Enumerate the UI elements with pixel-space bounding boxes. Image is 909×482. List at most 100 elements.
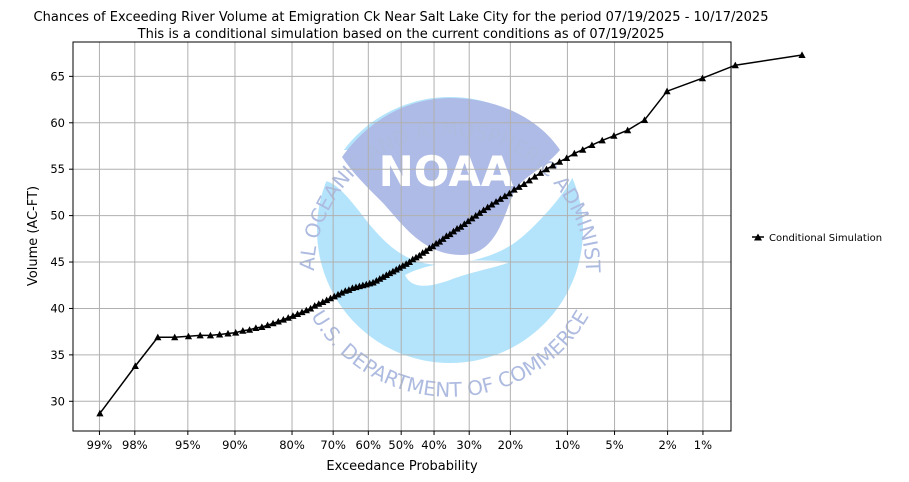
x-axis-ticks: 99% 98% 95% 90% 80% 70% 60% 50% 40% 30% 20% 10% 5% 2%…: [87, 431, 712, 452]
x-tick-label: 98%: [122, 438, 148, 452]
data-point-marker: [274, 317, 282, 325]
data-point-marker: [206, 331, 215, 339]
x-tick-label: 50%: [388, 438, 414, 452]
data-point-marker: [224, 329, 232, 337]
data-point-marker: [389, 267, 397, 275]
data-point-marker: [298, 308, 306, 316]
data-point-marker: [492, 198, 500, 205]
chart-subtitle: This is a conditional simulation based o…: [137, 27, 665, 42]
data-point-marker: [429, 242, 437, 250]
y-tick-label: 65: [50, 69, 65, 83]
data-point-marker: [392, 265, 400, 273]
data-point-marker: [96, 409, 104, 417]
data-point-marker: [453, 225, 461, 232]
data-point-marker: [432, 239, 440, 247]
data-point-marker: [422, 247, 430, 254]
x-tick-label: 2%: [658, 438, 676, 452]
x-tick-label: 70%: [320, 438, 346, 452]
data-point-marker: [289, 312, 297, 319]
x-tick-label: 40%: [421, 438, 447, 452]
data-point-marker: [698, 74, 707, 82]
data-point-marker: [515, 183, 523, 190]
data-point-marker: [731, 61, 739, 69]
data-point-marker: [472, 212, 480, 219]
data-point-marker: [399, 262, 407, 269]
x-tick-label: 95%: [175, 438, 201, 452]
data-point-marker: [520, 180, 528, 188]
data-point-marker: [311, 302, 319, 309]
plot-frame: [72, 41, 732, 432]
data-point-marker: [435, 238, 444, 245]
data-point-marker: [579, 146, 587, 153]
data-point-marker: [334, 290, 342, 298]
x-tick-label: 5%: [605, 438, 623, 452]
data-point-marker: [570, 149, 578, 157]
data-point-marker: [196, 331, 204, 339]
data-point-marker: [284, 314, 292, 321]
chart-title: Chances of Exceeding River Volume at Emi…: [34, 10, 769, 25]
data-point-marker: [484, 203, 492, 211]
data-point-marker: [379, 273, 387, 280]
data-point-marker: [510, 186, 518, 193]
y-tick-label: 40: [50, 301, 65, 315]
data-point-marker: [382, 271, 390, 279]
data-point-marker: [610, 132, 618, 139]
data-point-marker: [216, 330, 224, 338]
data-point-marker: [338, 289, 346, 296]
data-point-marker: [598, 136, 606, 144]
data-point-marker: [302, 306, 310, 314]
data-point-marker: [263, 321, 272, 329]
data-point-marker: [468, 214, 476, 222]
y-axis-ticks: 30 35 40 45 50 55 60 65: [50, 69, 73, 408]
x-axis-label: Exceedance Probability: [326, 459, 478, 474]
data-point-marker: [412, 253, 420, 261]
data-point-marker: [409, 255, 417, 263]
y-tick-label: 60: [50, 116, 65, 130]
data-point-marker: [232, 328, 240, 336]
data-point-marker: [479, 206, 488, 214]
y-tick-label: 35: [50, 348, 65, 362]
y-tick-label: 30: [50, 394, 65, 408]
y-tick-label: 45: [50, 255, 65, 269]
x-tick-label: 1%: [694, 438, 712, 452]
x-tick-label: 80%: [279, 438, 305, 452]
data-point-marker: [542, 165, 551, 173]
data-point-marker: [476, 209, 484, 216]
data-point-marker: [531, 173, 539, 180]
data-point-marker: [525, 176, 533, 184]
data-point-marker: [549, 161, 557, 169]
data-point-marker: [488, 200, 496, 208]
data-point-marker: [439, 235, 447, 242]
data-point-marker: [293, 310, 302, 318]
legend-label: Conditional Simulation: [769, 233, 882, 244]
data-point-marker: [184, 332, 193, 340]
data-point-marker: [496, 195, 504, 202]
data-point-marker: [252, 324, 260, 331]
data-point-marker: [419, 249, 427, 256]
x-tick-label: 90%: [222, 438, 248, 452]
data-point-marker: [449, 227, 458, 235]
data-point-marker: [505, 189, 514, 197]
data-point-marker: [624, 126, 632, 134]
data-point-marker: [154, 333, 162, 341]
data-point-marker: [369, 278, 377, 286]
noaa-logo-wave: [405, 260, 510, 286]
y-axis-label: Volume (AC-FT): [26, 186, 41, 286]
data-point-marker: [315, 300, 323, 307]
noaa-logo-watermark: NOAA NATIONAL OCEANIC AND ATMOSPHERIC AD…: [0, 0, 605, 402]
data-point-marker: [319, 298, 327, 305]
data-point-marker: [640, 116, 649, 123]
data-point-marker: [442, 232, 451, 240]
data-point-marker: [269, 319, 277, 327]
data-point-marker: [330, 292, 338, 300]
data-point-marker: [563, 154, 571, 162]
data-point-marker: [171, 333, 179, 341]
data-point-marker: [798, 51, 806, 58]
y-tick-label: 55: [50, 162, 65, 176]
data-point-marker: [555, 158, 564, 165]
data-point-marker: [425, 244, 433, 252]
data-point-marker: [245, 326, 254, 333]
data-point-marker: [279, 315, 287, 323]
data-point-marker: [345, 286, 353, 293]
